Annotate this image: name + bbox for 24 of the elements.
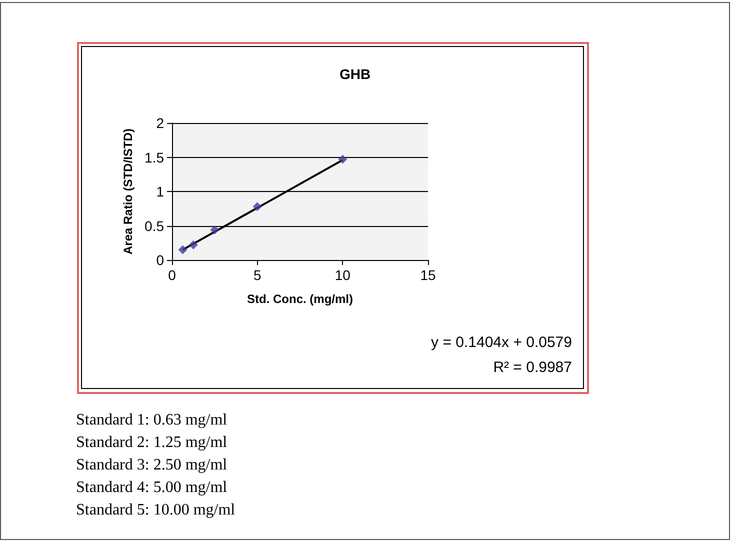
text: y = 0.1404x + 0.0579	[431, 334, 572, 351]
point	[210, 225, 220, 234]
y-axis-title: Area Ratio (STD/ISTD)	[121, 128, 135, 255]
text: Standard 4: 5.00 mg/ml	[76, 479, 228, 496]
y-tick-label: 0.5	[144, 218, 164, 234]
text: Standard 5: 10.00 mg/ml	[76, 502, 236, 518]
x-tick-label: 10	[334, 267, 351, 283]
point	[178, 245, 188, 254]
text: Standard 2: 1.25 mg/ml	[76, 434, 228, 451]
text: Standard 1: 0.63 mg/ml	[76, 412, 228, 428]
y-tick-label: 2	[156, 115, 164, 131]
point	[188, 240, 198, 250]
y-tick-label: 0	[156, 252, 164, 268]
x-tick-label: 5	[253, 267, 262, 283]
x-tick-label: 0	[168, 267, 176, 283]
text: R² = 0.9987	[493, 359, 572, 376]
point	[338, 154, 348, 164]
y-tick-label: 1	[156, 184, 164, 200]
y-tick-label: 1.5	[144, 149, 164, 166]
x-axis-title: Std. Conc. (mg/ml)	[247, 292, 353, 306]
point	[252, 202, 262, 212]
chart-title: GHB	[339, 66, 371, 82]
x-tick-label: 15	[420, 267, 436, 283]
text: Standard 3: 2.50 mg/ml	[76, 456, 228, 474]
